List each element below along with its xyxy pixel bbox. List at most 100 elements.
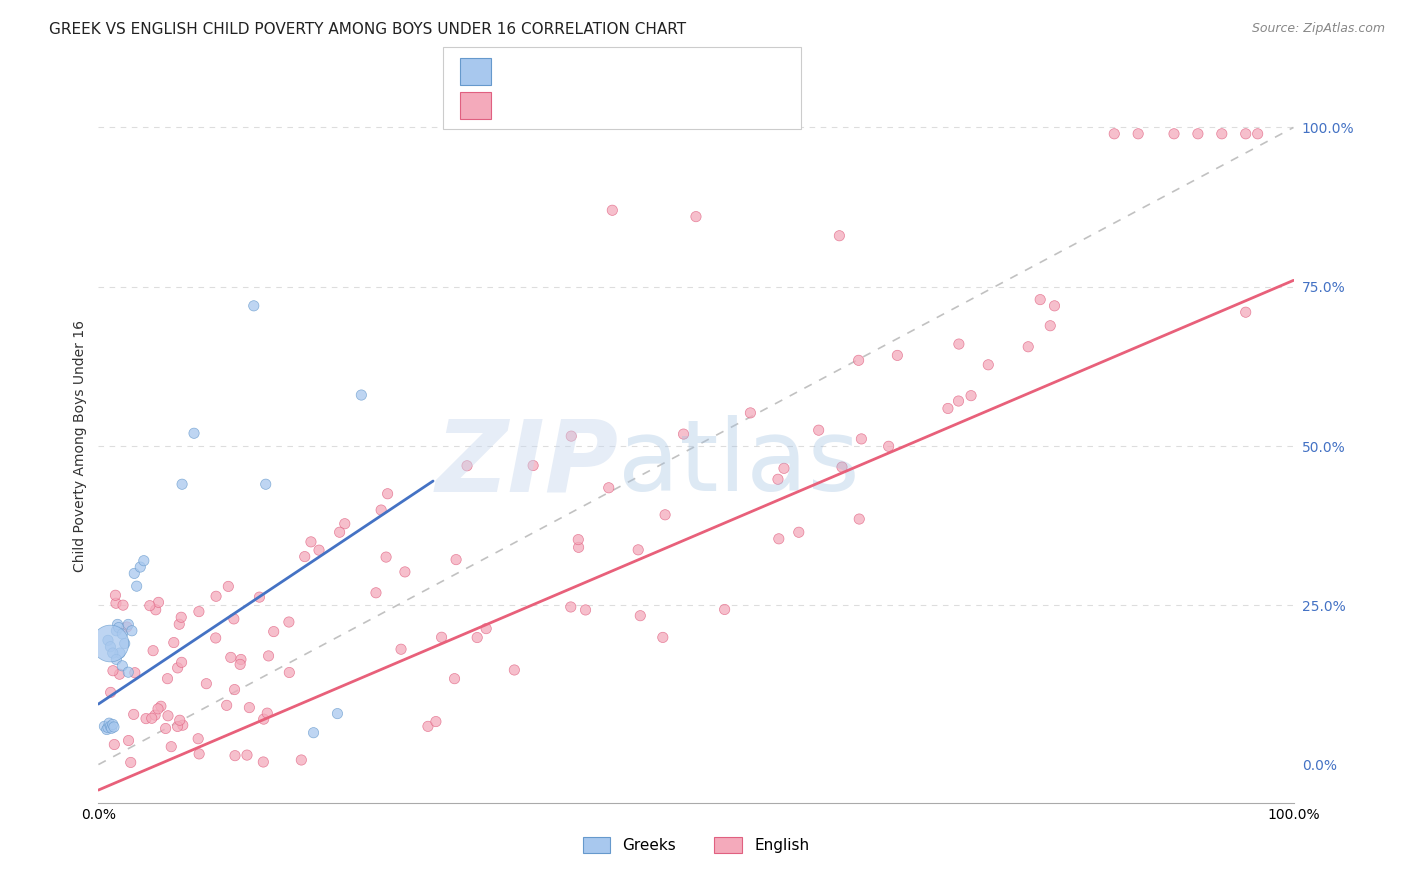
Point xyxy=(333,516,356,531)
Point xyxy=(146,702,169,716)
Point xyxy=(101,646,124,660)
Point xyxy=(98,640,122,654)
Point xyxy=(828,228,851,243)
Point xyxy=(465,631,488,645)
Text: 0.612: 0.612 xyxy=(533,98,581,112)
Point xyxy=(475,622,498,636)
Point xyxy=(768,532,790,546)
Point xyxy=(560,599,582,614)
Point xyxy=(149,699,172,714)
Y-axis label: Child Poverty Among Boys Under 16: Child Poverty Among Boys Under 16 xyxy=(73,320,87,572)
Point xyxy=(111,658,134,673)
Point xyxy=(394,565,416,579)
Point xyxy=(93,719,115,733)
Point xyxy=(1211,127,1233,141)
Point xyxy=(851,432,873,446)
Point xyxy=(100,721,122,735)
Point xyxy=(1234,127,1257,141)
Point xyxy=(98,636,122,650)
Point xyxy=(329,525,352,540)
Point xyxy=(370,503,392,517)
Point xyxy=(713,602,735,616)
Point xyxy=(163,635,186,649)
Point xyxy=(187,605,209,619)
Point xyxy=(522,458,544,473)
Point xyxy=(103,738,125,752)
Point xyxy=(170,656,193,670)
Point xyxy=(1187,127,1209,141)
Point xyxy=(685,210,707,224)
Point xyxy=(249,590,271,604)
Point xyxy=(294,549,316,564)
Point xyxy=(139,599,162,613)
Point xyxy=(129,560,152,574)
Point xyxy=(848,512,870,526)
Point xyxy=(170,610,193,624)
Point xyxy=(302,725,325,739)
Point xyxy=(848,353,870,368)
Text: R =: R = xyxy=(502,98,536,112)
Point xyxy=(97,721,120,735)
Point xyxy=(1234,305,1257,319)
Point xyxy=(222,612,245,626)
Point xyxy=(155,722,177,736)
Point xyxy=(560,429,582,443)
Point xyxy=(103,720,125,734)
Point xyxy=(308,543,330,558)
Point xyxy=(425,714,447,729)
Point xyxy=(217,579,239,593)
Point xyxy=(215,698,238,713)
Point xyxy=(651,631,673,645)
Point xyxy=(104,596,127,610)
Point xyxy=(169,713,191,727)
Point xyxy=(1104,127,1126,141)
Point xyxy=(205,589,228,603)
Point xyxy=(107,617,129,632)
Point xyxy=(101,664,124,678)
Point xyxy=(204,631,226,645)
Point xyxy=(183,426,205,441)
Text: N =: N = xyxy=(589,98,633,112)
Point xyxy=(1039,318,1062,333)
Point xyxy=(1247,127,1270,141)
Point xyxy=(257,648,280,663)
Point xyxy=(936,401,959,416)
Point xyxy=(254,477,277,491)
Point xyxy=(111,627,134,641)
Point xyxy=(263,624,285,639)
Point xyxy=(143,708,166,723)
Point xyxy=(124,665,146,680)
Point xyxy=(224,682,246,697)
Point xyxy=(326,706,349,721)
Point xyxy=(125,579,148,593)
Point xyxy=(135,712,157,726)
Point xyxy=(1029,293,1052,307)
Point xyxy=(456,458,478,473)
Point xyxy=(430,630,453,644)
Point xyxy=(787,525,810,540)
Point xyxy=(145,603,167,617)
Point xyxy=(243,299,266,313)
Point xyxy=(224,748,246,763)
Point xyxy=(112,598,135,612)
Point xyxy=(364,586,387,600)
Point xyxy=(503,663,526,677)
Point xyxy=(195,676,218,690)
Point xyxy=(672,427,695,442)
Point xyxy=(101,717,124,731)
Point xyxy=(124,566,146,581)
Point xyxy=(120,756,142,770)
Point xyxy=(807,423,830,437)
Point xyxy=(654,508,676,522)
Point xyxy=(444,552,467,566)
Point xyxy=(416,719,439,733)
Point xyxy=(766,472,789,486)
Point xyxy=(960,389,983,403)
Text: 0.342: 0.342 xyxy=(533,64,581,78)
Point xyxy=(1017,340,1039,354)
Point xyxy=(142,643,165,657)
Point xyxy=(104,588,127,602)
Point xyxy=(256,706,278,720)
Point xyxy=(238,700,260,714)
Point xyxy=(443,672,465,686)
